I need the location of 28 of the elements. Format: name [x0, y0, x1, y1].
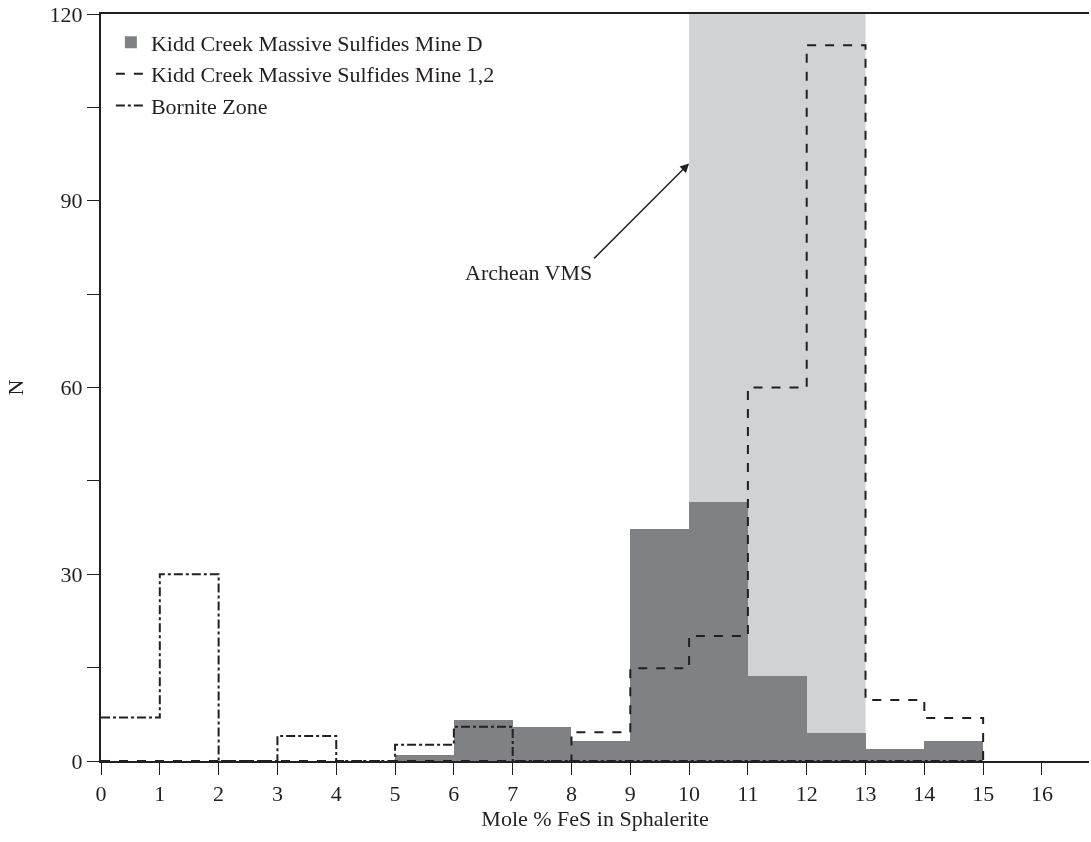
- x-tick-label: 2: [213, 781, 225, 807]
- x-tick-label: 8: [565, 781, 577, 807]
- x-tick-label: 16: [1030, 781, 1053, 807]
- y-tick-label: 90: [60, 188, 83, 214]
- x-tick-label: 3: [271, 781, 283, 807]
- band-label: Archean VMS: [465, 260, 593, 285]
- x-tick-label: 15: [972, 781, 995, 807]
- x-tick-label: 10: [678, 781, 701, 807]
- x-tick-label: 0: [95, 781, 107, 807]
- x-tick-label: 12: [795, 781, 818, 807]
- x-tick-label: 11: [737, 781, 759, 807]
- y-axis-title: N: [2, 379, 28, 396]
- y-tick-label: 120: [49, 1, 83, 27]
- x-tick-label: 6: [448, 781, 460, 807]
- y-tick-label: 30: [60, 561, 83, 587]
- legend-label: Kidd Creek Massive Sulfides Mine D: [150, 30, 483, 56]
- x-tick-label: 4: [330, 781, 342, 807]
- legend-label: Kidd Creek Massive Sulfides Mine 1,2: [150, 62, 495, 88]
- y-tick-label: 0: [71, 748, 83, 774]
- legend-label: Bornite Zone: [150, 94, 268, 120]
- x-tick-label: 7: [507, 781, 519, 807]
- x-tick-label: 14: [913, 781, 936, 807]
- x-tick-label: 13: [854, 781, 877, 807]
- x-tick-label: 5: [389, 781, 401, 807]
- y-tick-label: 60: [60, 375, 83, 401]
- x-tick-label: 9: [624, 781, 636, 807]
- x-axis-title: Mole % FeS in Sphalerite: [481, 806, 709, 832]
- x-tick-label: 1: [154, 781, 166, 807]
